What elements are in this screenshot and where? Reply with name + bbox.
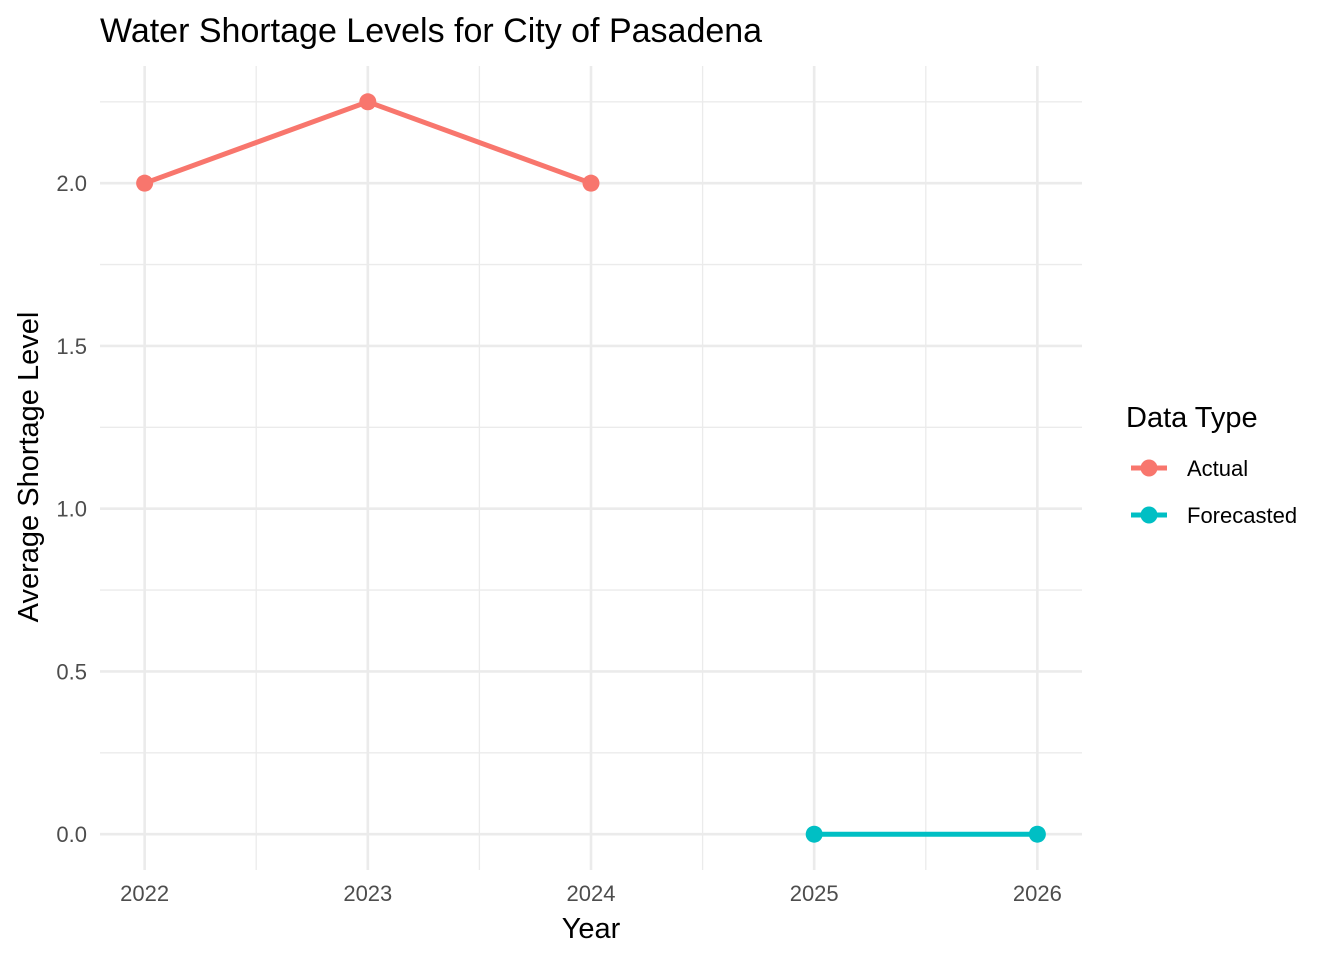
legend-key-point bbox=[1140, 459, 1158, 477]
legend-items: Actual Forecasted bbox=[1131, 456, 1297, 528]
chart-title: Water Shortage Levels for City of Pasade… bbox=[100, 12, 762, 50]
legend-label: Forecasted bbox=[1187, 503, 1297, 528]
x-tick-label: 2022 bbox=[120, 881, 169, 906]
data-point bbox=[805, 825, 823, 843]
y-tick-label: 0.0 bbox=[56, 822, 87, 847]
legend: Data Type Actual Forecasted bbox=[1126, 402, 1297, 528]
series-forecasted bbox=[805, 825, 1046, 843]
legend-item-actual: Actual bbox=[1131, 456, 1248, 481]
data-point bbox=[1028, 825, 1046, 843]
y-axis-ticks: 0.0 0.5 1.0 1.5 2.0 bbox=[56, 171, 87, 847]
x-tick-label: 2026 bbox=[1013, 881, 1062, 906]
x-tick-label: 2023 bbox=[343, 881, 392, 906]
x-tick-label: 2024 bbox=[567, 881, 616, 906]
y-tick-label: 0.5 bbox=[56, 659, 87, 684]
x-axis-title: Year bbox=[562, 913, 621, 945]
y-axis-title: Average Shortage Level bbox=[13, 312, 45, 623]
data-point bbox=[582, 174, 600, 192]
x-tick-label: 2025 bbox=[790, 881, 839, 906]
y-tick-label: 1.5 bbox=[56, 334, 87, 359]
legend-title: Data Type bbox=[1126, 402, 1258, 434]
data-point bbox=[359, 93, 377, 111]
legend-label: Actual bbox=[1187, 456, 1248, 481]
grid-lines bbox=[100, 66, 1082, 870]
series-layer bbox=[136, 93, 1046, 843]
data-point bbox=[136, 174, 154, 192]
x-axis-ticks: 2022 2023 2024 2025 2026 bbox=[120, 881, 1062, 906]
legend-key-point bbox=[1140, 506, 1158, 524]
y-tick-label: 2.0 bbox=[56, 171, 87, 196]
legend-item-forecasted: Forecasted bbox=[1131, 503, 1297, 528]
y-tick-label: 1.0 bbox=[56, 497, 87, 522]
series-actual bbox=[136, 93, 600, 192]
